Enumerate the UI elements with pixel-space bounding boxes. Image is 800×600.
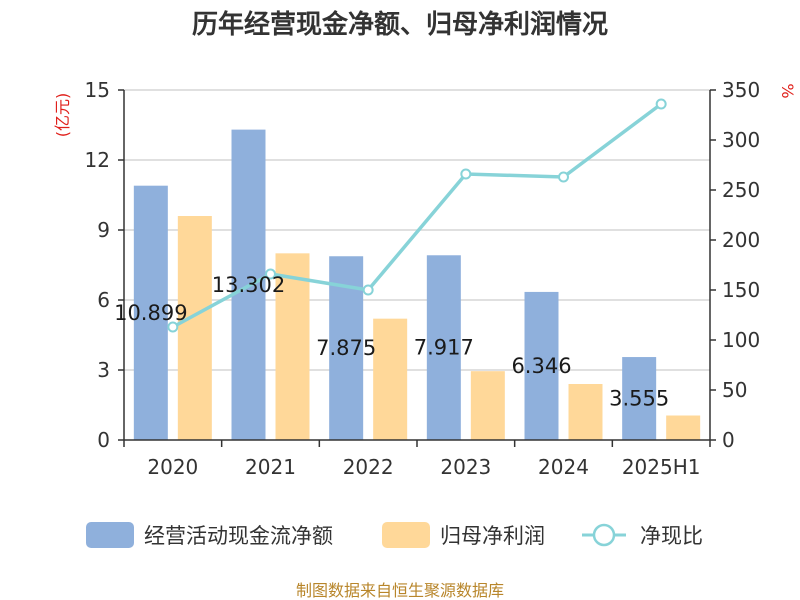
ratio-point — [362, 284, 374, 296]
right-tick-label: 350 — [722, 78, 760, 102]
legend: 经营活动现金流净额 归母净利润 净现比 — [86, 522, 703, 548]
bar-data-label: 6.346 — [511, 354, 571, 378]
bar-operating-cashflow — [133, 185, 168, 440]
ratio-point — [655, 98, 667, 110]
bar-operating-cashflow — [426, 255, 461, 440]
bar-data-label: 10.899 — [114, 301, 187, 325]
legend-label: 经营活动现金流净额 — [144, 524, 333, 548]
x-tick-label: 2024 — [538, 455, 589, 479]
bars — [133, 129, 701, 440]
bar-data-label: 7.875 — [316, 336, 376, 360]
legend-swatch — [382, 522, 430, 548]
left-tick-label: 12 — [85, 148, 110, 172]
right-tick-label: 0 — [722, 428, 735, 452]
bar-net-profit — [470, 371, 505, 440]
ratio-point — [558, 171, 569, 183]
bar-data-label: 7.917 — [414, 336, 474, 360]
bar-net-profit — [568, 384, 603, 440]
left-tick-label: 0 — [97, 428, 110, 452]
chart-title: 历年经营现金净额、归母净利润情况 — [192, 9, 608, 40]
ratio-line — [167, 98, 667, 333]
legend-marker — [592, 523, 616, 547]
x-tick-label: 2020 — [147, 455, 198, 479]
right-tick-label: 100 — [722, 328, 760, 352]
ratio-line-path — [171, 102, 663, 329]
bar-net-profit — [177, 216, 212, 440]
right-tick-label: 50 — [722, 378, 747, 402]
bar-operating-cashflow — [524, 291, 559, 440]
ratio-point — [167, 321, 179, 333]
source-note: 制图数据来自恒生聚源数据库 — [296, 581, 504, 600]
left-tick-label: 15 — [85, 78, 110, 102]
legend-swatch — [86, 522, 134, 548]
right-axis-unit: % — [778, 83, 797, 98]
x-tick-label: 2022 — [343, 455, 394, 479]
left-tick-label: 9 — [97, 218, 110, 242]
right-tick-label: 200 — [722, 228, 760, 252]
bar-data-label: 13.302 — [212, 273, 285, 297]
bar-net-profit — [373, 318, 408, 440]
ratio-point — [265, 268, 276, 280]
bar-net-profit — [275, 253, 310, 440]
data-labels: 10.899 13.302 7.875 7.917 6.346 3.555 — [114, 273, 669, 411]
right-tick-label: 150 — [722, 278, 760, 302]
right-tick-label: 300 — [722, 128, 760, 152]
x-tick-label: 2023 — [440, 455, 491, 479]
legend-label: 归母净利润 — [440, 524, 545, 548]
bar-data-label: 3.555 — [609, 387, 669, 411]
left-axis-unit: (亿元) — [53, 93, 72, 138]
left-tick-label: 3 — [97, 358, 110, 382]
bar-operating-cashflow — [622, 357, 657, 440]
x-tick-label: 2025H1 — [622, 455, 701, 479]
ratio-point — [460, 168, 472, 180]
right-tick-label: 250 — [722, 178, 760, 202]
bar-net-profit — [666, 415, 701, 440]
left-tick-label: 6 — [97, 288, 110, 312]
legend-label: 净现比 — [640, 524, 703, 548]
x-tick-label: 2021 — [245, 455, 296, 479]
